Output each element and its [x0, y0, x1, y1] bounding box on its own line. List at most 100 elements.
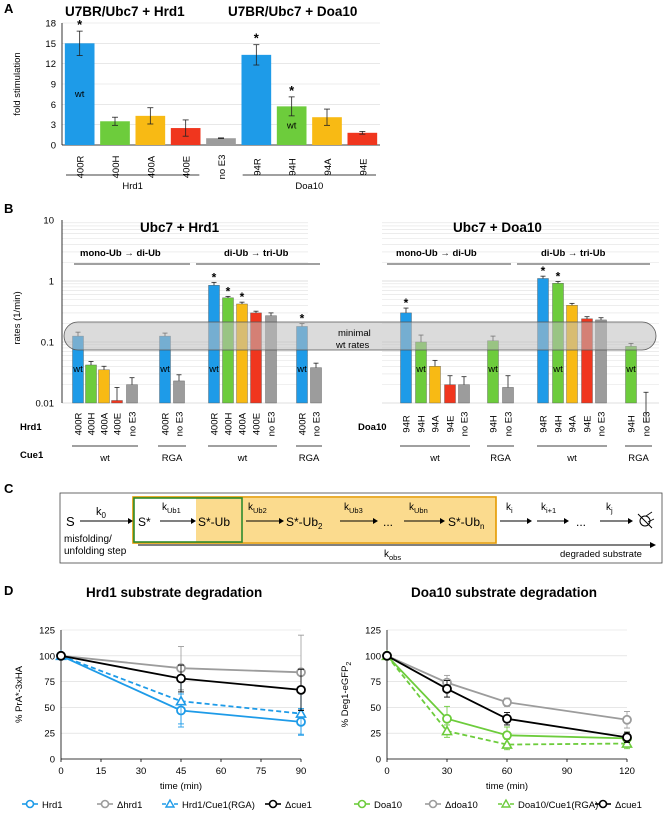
bar-b-400H	[222, 297, 234, 404]
panel-d-label: D	[4, 583, 13, 598]
star-a: *	[289, 83, 295, 98]
star-a: *	[77, 17, 83, 32]
point-Doa10/Cue1(RGA)	[621, 737, 633, 748]
bar-b-no E3	[173, 380, 185, 404]
rate-kub3: kUb3	[344, 502, 363, 515]
bar-a-400H	[100, 121, 130, 145]
point-Δcue1	[502, 713, 512, 724]
rate-ki: ki	[506, 502, 513, 515]
xtick-label-b: 400H	[87, 413, 98, 436]
xtick-label-b: 94H	[489, 415, 500, 433]
bar-a-94E	[347, 132, 378, 145]
panel-c-label: C	[4, 481, 14, 496]
panel-b-left-sub1: mono-Ub → di-Ub	[80, 248, 161, 259]
panel-a-title-left: U7BR/Ubc7 + Hrd1	[65, 4, 185, 19]
xtick-label-b: 400E	[252, 413, 263, 435]
band-text-minimal: minimal	[338, 328, 371, 339]
star-b: *	[240, 290, 245, 304]
species-s-ub: S*-Ub	[198, 515, 230, 529]
row-label-doa10: Doa10	[358, 422, 387, 433]
species-s: S	[66, 514, 75, 529]
xtick-label-b: 94H	[554, 415, 565, 433]
xtick-label-b: no E3	[597, 412, 608, 437]
point-Δcue1	[382, 650, 392, 661]
cue1-label: RGA	[162, 453, 183, 464]
bar-b-no E3	[502, 387, 514, 404]
wt-label-a: wt	[286, 121, 297, 132]
group-label-hrd1: Hrd1	[122, 181, 143, 192]
panel-a-label: A	[4, 1, 14, 16]
star-b: *	[404, 296, 409, 310]
point-Δcue1	[296, 684, 306, 695]
panel-b-right-sub1: mono-Ub → di-Ub	[396, 248, 477, 259]
xtick-label-b: no E3	[642, 412, 653, 437]
bar-b-400A	[98, 369, 110, 404]
xtick-label-b: 94A	[568, 415, 579, 433]
point-Δdoa10	[502, 697, 512, 708]
xtick-label-b: 94H	[627, 415, 638, 433]
wt-label-b: wt	[72, 364, 83, 375]
xtick-label-b: 400R	[74, 413, 85, 436]
panel-b-label: B	[4, 201, 13, 216]
xtick-label-d: 90	[296, 766, 307, 777]
ytick-label-d: 50	[370, 703, 381, 714]
legend-label: Hrd1/Cue1(RGA)	[182, 800, 255, 811]
xtick-label-b: 94H	[417, 415, 428, 433]
ylabel-d: % Deg1-eGFP2	[340, 662, 353, 728]
xtick-label-b: 94E	[446, 416, 457, 433]
xtick-label-b: 94A	[431, 415, 442, 433]
xtick-label-b: 94R	[539, 415, 550, 433]
ytick-label-b: 0.01	[36, 399, 55, 410]
panel-b-right-sub2: di-Ub → tri-Ub	[541, 248, 606, 259]
xtick-label-b: 400R	[298, 413, 309, 436]
xtick-label-b: 400R	[161, 413, 172, 436]
xtick-label-b: no E3	[312, 412, 323, 437]
xtick-label-b: 400H	[224, 413, 235, 436]
xlabel-d: time (min)	[486, 781, 528, 792]
ytick-label-d: 125	[365, 626, 381, 637]
xtick-label-a: 400R	[76, 156, 87, 179]
panel-b-left-title: Ubc7 + Hrd1	[140, 220, 220, 235]
degraded-substrate-label: degraded substrate	[560, 549, 642, 560]
wt-label-b: wt	[296, 364, 307, 375]
xtick-label-a: 400H	[111, 156, 122, 179]
ytick-label-b: 10	[43, 216, 54, 227]
cue1-label: RGA	[299, 453, 320, 464]
xtick-label-b: 400E	[113, 413, 124, 435]
bar-b-94A	[429, 366, 441, 404]
legend-marker	[25, 799, 35, 809]
xtick-label-d: 0	[58, 766, 63, 777]
ylabel-b: rates (1/min)	[12, 291, 23, 344]
xtick-label-d: 120	[619, 766, 635, 777]
cue1-label: RGA	[628, 453, 649, 464]
legend-label: Doa10/Cue1(RGA)	[518, 800, 598, 811]
point-Hrd1/Cue1(RGA)	[295, 707, 307, 718]
ytick-label-a: 0	[51, 141, 56, 152]
ytick-label-a: 12	[45, 59, 56, 70]
panel-d-left-title: Hrd1 substrate degradation	[86, 585, 262, 600]
legend-marker	[164, 798, 176, 808]
rate-k0: k0	[96, 506, 107, 520]
star-b: *	[300, 312, 305, 326]
rate-kub1: kUb1	[162, 502, 181, 515]
rate-kub2: kUb2	[248, 502, 267, 515]
ytick-label-a: 9	[51, 80, 56, 91]
xtick-label-d: 30	[442, 766, 453, 777]
point-Doa10/Cue1(RGA)	[501, 738, 513, 749]
xtick-label-b: 400R	[210, 413, 221, 436]
legend-marker	[100, 799, 110, 809]
star-a: *	[254, 31, 260, 46]
legend-label: Δcue1	[615, 800, 642, 811]
legend-marker	[268, 799, 278, 809]
ytick-label-a: 15	[45, 39, 56, 50]
legend-label: Hrd1	[42, 800, 63, 811]
ylabel-a: fold stimulation	[12, 52, 23, 115]
ylabel-d-sub: 2	[346, 662, 353, 666]
rate-kobs: kobs	[384, 549, 401, 562]
ytick-label-b: 1	[49, 277, 54, 288]
species-s-ub2: S*-Ub2	[286, 515, 323, 531]
cue1-label: wt	[99, 453, 110, 464]
arrowhead-k0	[128, 518, 133, 524]
arrowhead-ki1	[564, 518, 569, 524]
